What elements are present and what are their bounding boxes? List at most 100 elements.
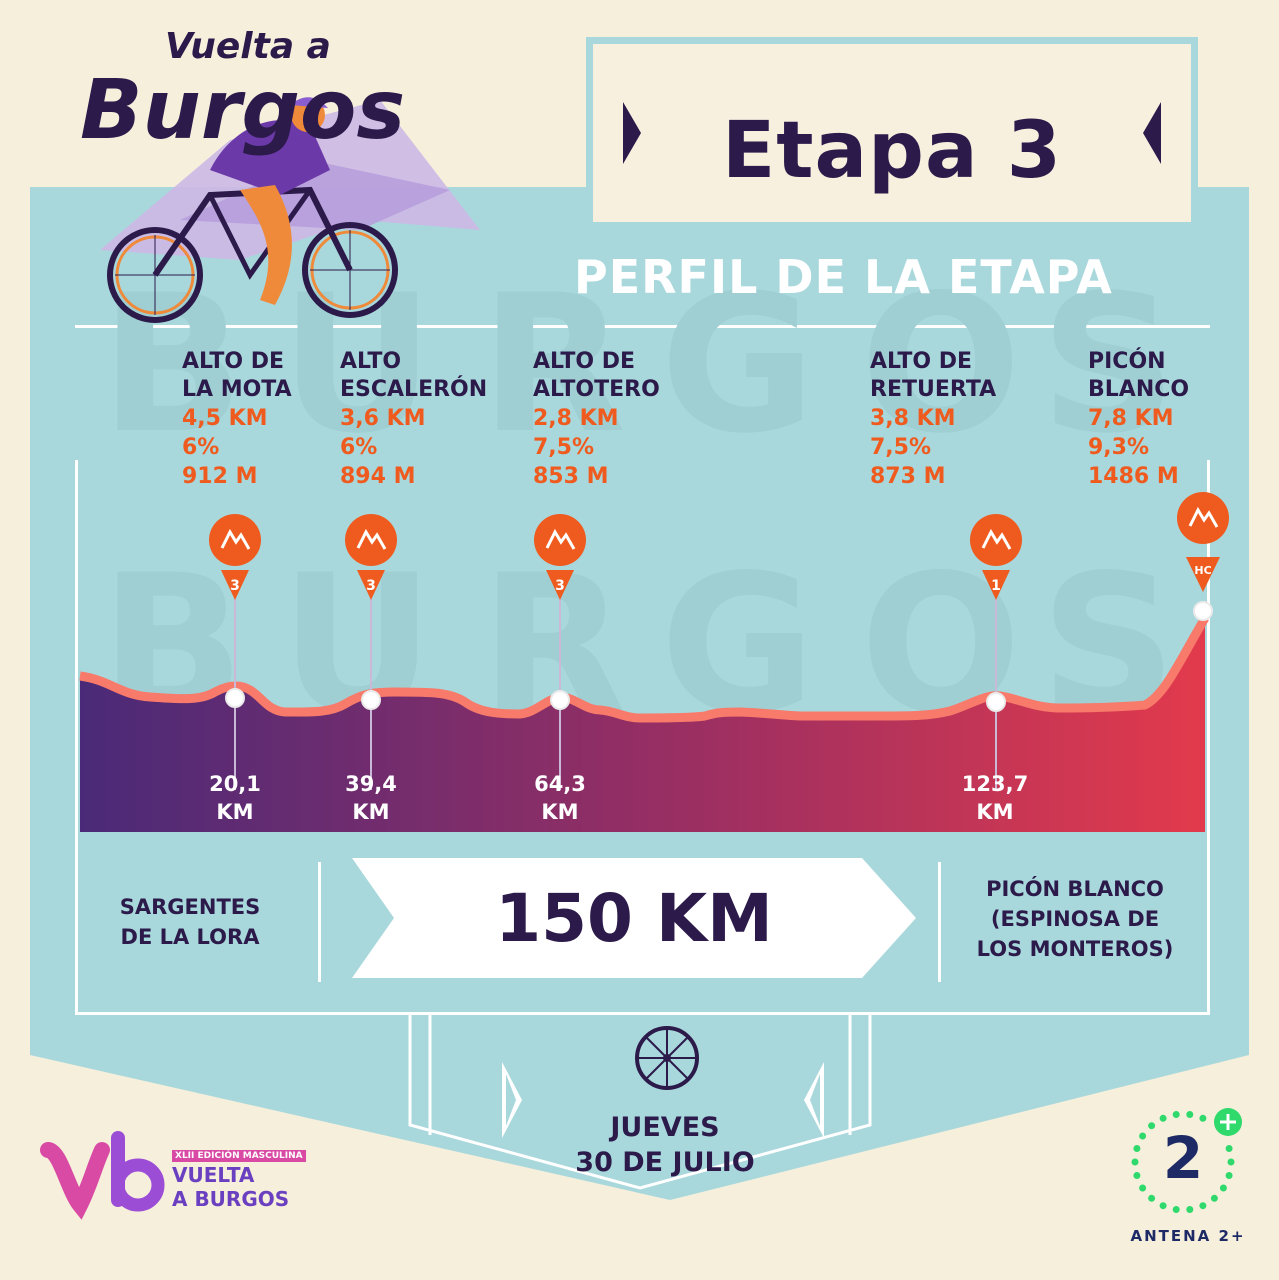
climb-info-4: ALTO DE RETUERTA 3,8 KM 7,5% 873 M [870, 348, 996, 491]
svg-text:3: 3 [230, 578, 240, 594]
stage-day: JUEVES [610, 1112, 720, 1143]
category-badge [1186, 557, 1220, 592]
climb-altitude: 894 M [340, 464, 416, 489]
divider-line [75, 325, 1210, 328]
vuelta-logo-illustration: Vuelta a Burgos [80, 26, 480, 323]
logo-dot [1225, 1145, 1233, 1152]
logo-dot [1219, 1184, 1227, 1192]
chevron-panel [30, 1000, 1249, 1200]
chevron-right-icon [623, 102, 641, 164]
climb-name: ALTO ESCALERÓN [340, 349, 488, 402]
start-location: SARGENTES DE LA LORA [119, 895, 261, 949]
svg-text:R: R [480, 254, 626, 475]
section-title: PERFIL DE LA ETAPA [574, 250, 1113, 304]
logo-dot [1133, 1145, 1141, 1152]
climb-altitude: 873 M [870, 464, 946, 489]
logo-dot [1210, 1194, 1218, 1202]
logo-dot [1159, 1202, 1167, 1210]
climb-altitude: 1486 M [1088, 464, 1179, 489]
finish-location: PICÓN BLANCO (ESPINOSA DE LOS MONTEROS) [976, 877, 1174, 961]
climb-length: 7,8 KM [1088, 406, 1174, 431]
svg-text:3: 3 [555, 578, 565, 594]
elevation-area [80, 618, 1205, 832]
logo-dot [1199, 1114, 1207, 1122]
climb-marker-1: 3 [209, 514, 261, 790]
category-badge [221, 570, 249, 600]
antena2-logo-icon: 2 [1131, 1108, 1242, 1213]
wheel-icon [635, 1026, 699, 1090]
climb-info-3: ALTO DE ALTOTERO 2,8 KM 7,5% 853 M [533, 348, 660, 491]
climb-length: 3,6 KM [340, 406, 426, 431]
logo-dot [1172, 1111, 1180, 1118]
divider-right [938, 862, 941, 982]
profile-frame-bottom [75, 1012, 1210, 1015]
climb-name: PICÓN BLANCO [1088, 349, 1190, 402]
event-name-2: A BURGOS [172, 1187, 290, 1211]
climb-altitude: 853 M [533, 464, 609, 489]
chevron-left-icon [804, 1062, 824, 1138]
svg-text:G: G [660, 254, 816, 475]
climb-length: 2,8 KM [533, 406, 619, 431]
logo-text-top: Vuelta a [165, 26, 331, 67]
svg-text:3: 3 [366, 578, 376, 594]
logo-dot [1139, 1184, 1147, 1192]
km-label-1: 20,1 KM [209, 772, 261, 824]
event-name-1: VUELTA [172, 1163, 255, 1187]
climb-marker-5: HC [1177, 492, 1229, 621]
logo-dot [1186, 1206, 1194, 1213]
climb-marker-4: 1 [970, 514, 1022, 790]
chevron-left-icon [1143, 102, 1161, 164]
category-badge [982, 570, 1010, 600]
logo-dot [1186, 1111, 1194, 1118]
km-label-3: 64,3 KM [534, 772, 586, 824]
km-label-4: 123,7 KM [961, 772, 1029, 824]
climb-length: 3,8 KM [870, 406, 956, 431]
logo-dot [1227, 1158, 1235, 1166]
svg-text:B: B [100, 254, 245, 475]
climb-marker-2: 3 [345, 514, 397, 790]
divider-left [318, 862, 321, 982]
climb-name: ALTO DE LA MOTA [182, 349, 292, 402]
climb-gradient: 6% [340, 435, 378, 460]
climb-info-2: ALTO ESCALERÓN 3,6 KM 6% 894 M [340, 348, 487, 491]
chevron-right-icon [502, 1062, 522, 1138]
logo-dot [1131, 1158, 1139, 1166]
logo-dot [1148, 1194, 1156, 1202]
logo-dot [1133, 1172, 1141, 1179]
category-badge [357, 570, 385, 600]
svg-text:HC: HC [1194, 564, 1211, 577]
climb-name: ALTO DE RETUERTA [870, 349, 997, 402]
climb-gradient: 9,3% [1088, 435, 1150, 460]
stage-title: Etapa 3 [721, 106, 1063, 196]
logo-dot [1148, 1122, 1156, 1130]
stage-distance: 150 KM [495, 880, 773, 957]
stage-date: 30 DE JULIO [575, 1147, 755, 1178]
logo-dot [1225, 1172, 1233, 1179]
climb-info-1: ALTO DE LA MOTA 4,5 KM 6% 912 M [182, 348, 292, 491]
distance-arrow [352, 858, 916, 978]
climb-length: 4,5 KM [182, 406, 268, 431]
climb-marker-3: 3 [534, 514, 586, 790]
logo-dot [1159, 1114, 1167, 1122]
climb-info-5: PICÓN BLANCO 7,8 KM 9,3% 1486 M [1088, 348, 1189, 491]
logo-dot [1199, 1202, 1207, 1210]
climb-altitude: 912 M [182, 464, 258, 489]
climb-gradient: 7,5% [870, 435, 932, 460]
profile-frame-left [75, 460, 78, 1015]
logo-dot [1139, 1132, 1147, 1140]
svg-text:1: 1 [991, 578, 1001, 594]
vb-logo-icon [40, 1131, 165, 1220]
svg-text:U: U [280, 254, 434, 475]
logo-text-bottom: Burgos [80, 63, 405, 158]
tv-number: 2 [1163, 1124, 1203, 1192]
stage-title-box: Etapa 3 [586, 37, 1198, 229]
category-badge [546, 570, 574, 600]
climb-name: ALTO DE ALTOTERO [533, 349, 660, 402]
logo-dot [1172, 1206, 1180, 1213]
climb-gradient: 7,5% [533, 435, 595, 460]
profile-frame-right [1207, 460, 1210, 1015]
svg-text:S: S [1040, 254, 1177, 475]
